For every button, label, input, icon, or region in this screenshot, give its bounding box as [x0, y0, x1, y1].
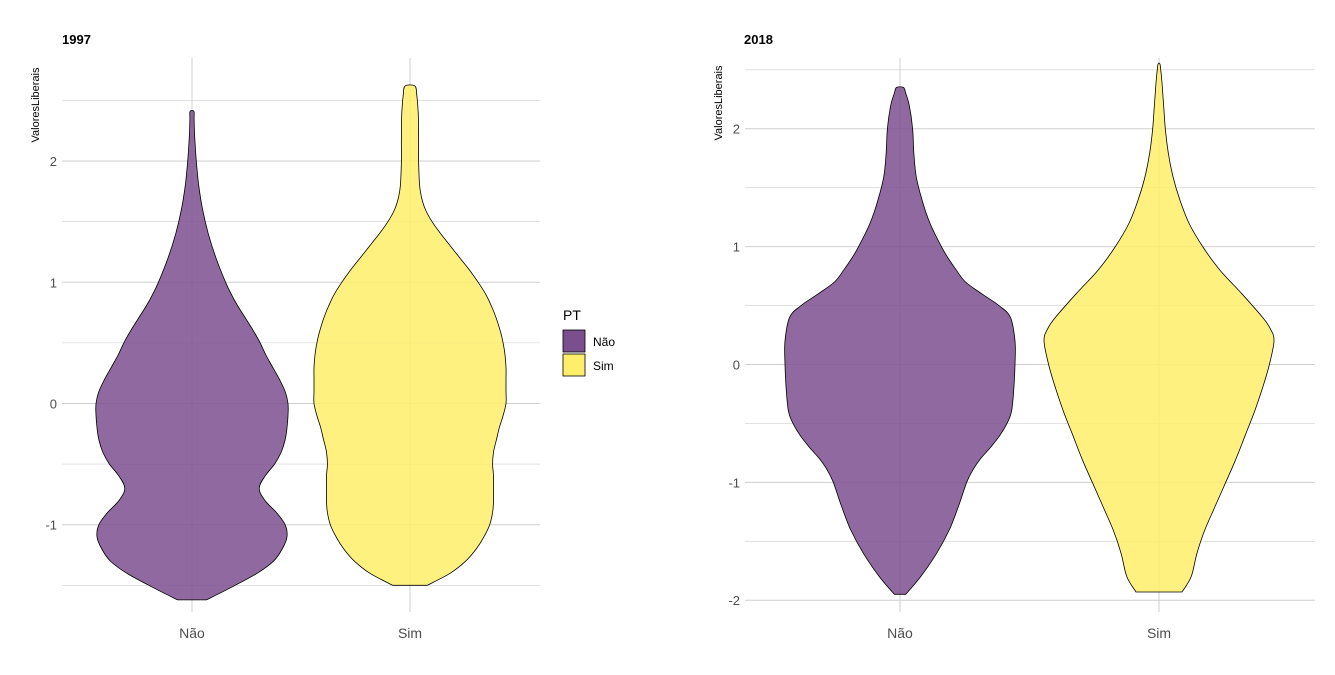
violin-nao: [784, 86, 1016, 595]
y-ticks-1997: -1 0 1 2: [45, 154, 57, 533]
y-tick-label: 2: [733, 122, 740, 137]
y-tick-label: 1: [50, 275, 57, 290]
y-tick-label: -2: [728, 593, 740, 608]
legend-swatch-sim: [562, 353, 586, 377]
x-tick-label: Não: [887, 625, 913, 641]
y-ticks-2018: -2 -1 0 1 2: [728, 122, 740, 608]
legend: PT Não Sim: [562, 307, 615, 377]
x-ticks-1997: Não Sim: [179, 625, 422, 641]
y-axis-label-1997: ValoresLiberais: [30, 67, 42, 143]
x-tick-label: Sim: [398, 625, 422, 641]
violin-sim: [1043, 62, 1275, 593]
x-tick-label: Sim: [1147, 625, 1171, 641]
legend-swatch-nao: [562, 329, 586, 353]
panel-2018: 2018 ValoresLiberais -2 -1 0 1 2 Não Sim: [713, 32, 1315, 641]
y-tick-label: 2: [50, 154, 57, 169]
x-tick-label: Não: [179, 625, 205, 641]
x-ticks-2018: Não Sim: [887, 625, 1171, 641]
panel-title-1997: 1997: [62, 32, 91, 47]
y-tick-label: -1: [45, 518, 57, 533]
legend-title: PT: [563, 307, 581, 323]
violins-1997: [95, 84, 507, 601]
panel-1997: 1997 ValoresLiberais -1 0 1 2 Não Sim: [30, 32, 540, 641]
y-tick-label: 0: [733, 357, 740, 372]
violin-sim: [313, 84, 507, 586]
legend-label-nao: Não: [593, 335, 615, 349]
y-tick-label: 0: [50, 396, 57, 411]
violin-nao: [95, 110, 289, 601]
legend-label-sim: Sim: [593, 359, 614, 373]
y-axis-label-2018: ValoresLiberais: [713, 65, 725, 141]
violins-2018: [784, 62, 1275, 595]
y-tick-label: -1: [728, 475, 740, 490]
y-tick-label: 1: [733, 240, 740, 255]
panel-title-2018: 2018: [744, 32, 773, 47]
